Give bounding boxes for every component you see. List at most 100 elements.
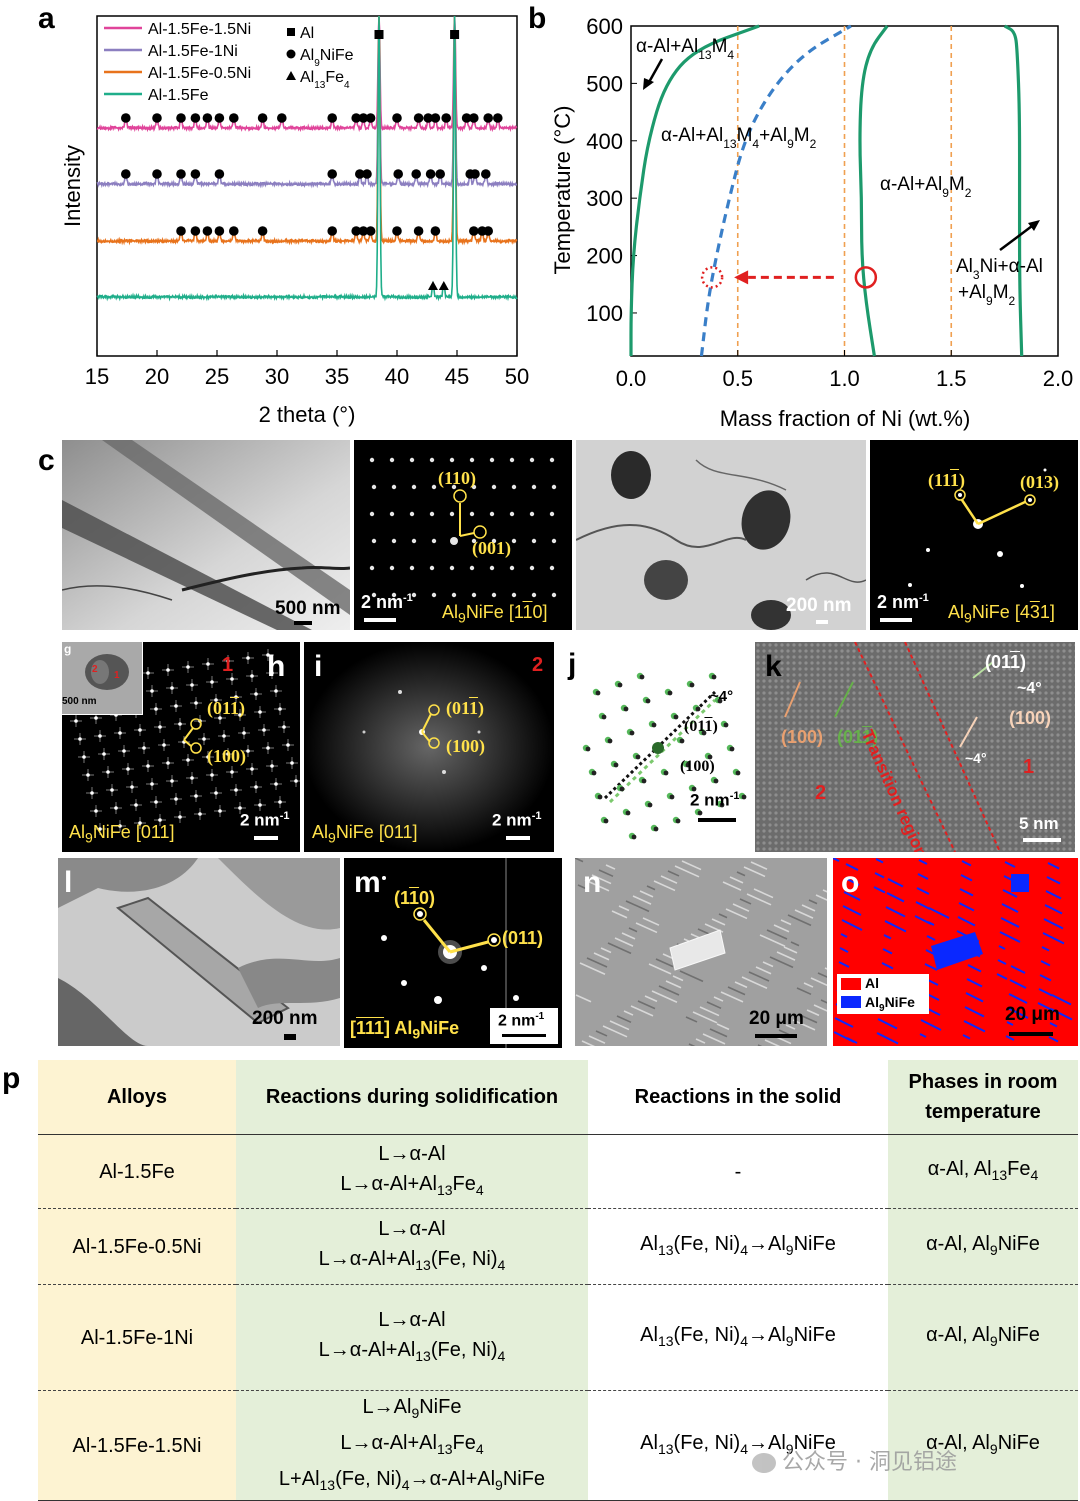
al9nife-streak [873, 886, 886, 894]
al9nife-streak [845, 863, 859, 871]
sem-streak [783, 946, 798, 954]
sem-streak [787, 914, 812, 927]
overlay-spot-black [691, 786, 697, 792]
sem-streak [824, 967, 827, 970]
plane-label-f-1: (111) [928, 470, 966, 490]
diffraction-spot [391, 484, 397, 490]
diffraction-spot [391, 592, 397, 598]
diffraction-spot [369, 457, 375, 463]
sem-streak [776, 951, 796, 961]
al9nife-streak [844, 877, 860, 886]
x-tick-label: 1.5 [936, 366, 967, 391]
solidification-cell: L→α-Al L→α-Al+Al13(Fe, Ni)4 [236, 1284, 588, 1391]
sem-streak [644, 995, 658, 1003]
scale-bar-d [364, 618, 396, 622]
angle-label-j: ~4° [710, 688, 734, 705]
diffraction-spot [389, 457, 395, 463]
scale-label-k: 5 nm [1019, 814, 1059, 833]
sem-streak [766, 929, 788, 940]
black-arrow [646, 58, 664, 85]
phase-y-axis-label: Temperature (°C) [550, 106, 575, 275]
sem-streak [748, 971, 770, 982]
overlay-spot-black [635, 754, 641, 760]
diffraction-spot [509, 565, 515, 571]
al13fe4-peak-marker [438, 281, 449, 290]
overlay-spot-black [641, 778, 647, 784]
panel-label-a: a [38, 2, 55, 35]
diffraction-spot [429, 565, 435, 571]
alloy-cell: Al-1.5Fe [38, 1134, 236, 1209]
legend-marker-label: Al [300, 25, 314, 42]
overlay-spot-black [631, 834, 637, 840]
al9nife-peak-marker [190, 169, 201, 179]
table-row: Al-1.5Fe-1Ni L→α-Al L→α-Al+Al13(Fe, Ni)4… [38, 1284, 1078, 1391]
red-circle [854, 266, 878, 289]
sem-streak [623, 1010, 634, 1016]
sem-streak [725, 908, 748, 920]
al9nife-peak-marker [430, 113, 441, 123]
sem-streak [621, 932, 636, 940]
legend-triangle-marker [286, 71, 296, 80]
al9nife-peak-marker [493, 113, 503, 123]
diffraction-spot [529, 457, 535, 463]
region-label: α-Al+Al13M4+Al9M2 [661, 125, 817, 151]
al9nife-peak-marker [392, 113, 402, 123]
diffraction-spot [411, 592, 417, 598]
sem-streak [658, 985, 680, 996]
xrd-phase-marks [121, 30, 503, 290]
plane-label-j-1: (011) [684, 718, 718, 735]
al9nife-peak-marker [257, 226, 268, 236]
diffraction-spot [531, 484, 537, 490]
sem-streak [602, 1025, 628, 1038]
panel-label-p: p [2, 1062, 21, 1095]
scale-label-g: 500 nm [62, 696, 97, 707]
overlay-spot-black [673, 714, 679, 720]
angle-label-k-2: ~4° [965, 750, 987, 766]
diffraction-spot [491, 592, 497, 598]
x-tick-label: 30 [265, 364, 289, 389]
al9nife-peak-marker [351, 113, 362, 123]
al9nife-streak [916, 887, 930, 895]
diffraction-spot [451, 484, 457, 490]
zone-axis-label-m: [111] Al9NiFe [350, 1018, 460, 1042]
diffraction-spot [551, 484, 557, 490]
panel-label-i: i [314, 650, 323, 683]
sem-streak [794, 909, 814, 919]
al9nife-streak [883, 934, 892, 940]
al9nife-streak [841, 919, 863, 931]
sem-streak [739, 898, 752, 905]
scale-bar-i [506, 836, 530, 840]
sem-streak [609, 1020, 630, 1031]
diffraction-spot [549, 565, 555, 571]
overlay-spot-black [607, 738, 613, 744]
legend-label: Al-1.5Fe-0.5Ni [148, 65, 251, 82]
region-label: α-Al+Al13M4 [636, 36, 734, 62]
overlay-spot-black [717, 698, 723, 704]
al9nife-streak [924, 963, 938, 971]
solid-reaction-cell: - [588, 1134, 888, 1209]
overlay-spot-black [653, 826, 659, 832]
al9nife-streak [996, 973, 1008, 980]
scale-bar-k [1023, 838, 1061, 842]
diffraction-spot [409, 511, 415, 517]
sem-streak [741, 976, 768, 989]
al9nife-streak [1037, 1002, 1054, 1012]
sem-streak [598, 869, 614, 878]
al9nife-streak [959, 888, 974, 897]
sem-particle [669, 929, 726, 971]
black-arrowhead [643, 78, 654, 90]
composition-guide-lines [736, 26, 953, 356]
diffraction-spot [469, 457, 475, 463]
ebsd-phase-map-o: o Al Al9NiFe 20 μm [833, 858, 1078, 1046]
sem-streak [720, 991, 744, 1003]
x-tick-label: 0.0 [616, 366, 647, 391]
table-row: Al-1.5Fe-1.5Ni L→Al9NiFe L→α-Al+Al13Fe4 … [38, 1390, 1078, 1501]
diffraction-spot [409, 565, 415, 571]
sem-streak [769, 956, 794, 969]
overlay-spot-black [741, 794, 747, 800]
al9nife-peak-marker [121, 113, 131, 123]
sem-streak [817, 972, 827, 978]
overlay-spot-black [667, 690, 673, 696]
al9nife-peak-marker [365, 226, 376, 236]
legend-marker-label: Al13Fe4 [300, 69, 350, 91]
